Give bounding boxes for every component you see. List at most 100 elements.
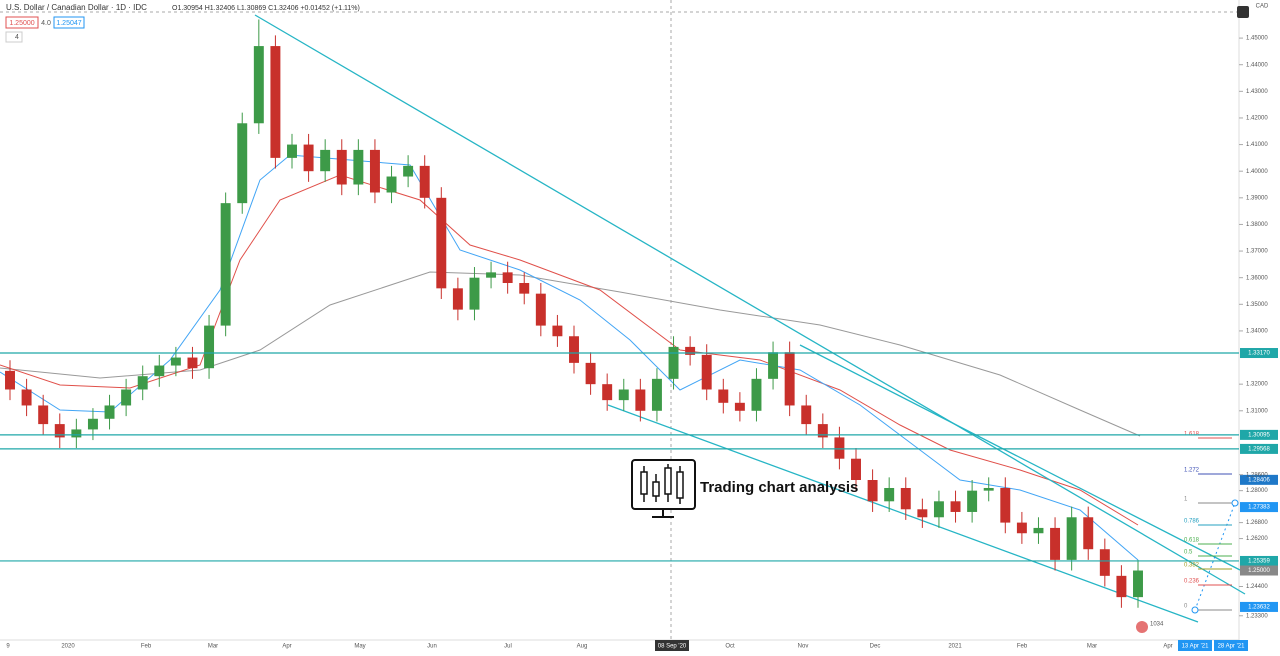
sell-price[interactable]: 1.25000 (9, 20, 34, 27)
candle-body (884, 487, 895, 502)
candle-body (734, 402, 745, 411)
buy-price[interactable]: 1.25047 (56, 20, 81, 27)
date-marker-tag (1178, 640, 1212, 651)
y-tick-label: 1.23300 (1246, 613, 1268, 619)
candle-body (867, 480, 878, 502)
price-tag (1240, 601, 1278, 612)
candle-body (353, 149, 364, 185)
trend-line (607, 404, 1199, 623)
y-tick-label: 1.28000 (1246, 488, 1268, 494)
candle-body (900, 487, 911, 510)
y-tick-label: 1.37000 (1246, 249, 1268, 255)
candle-body (187, 357, 198, 369)
candle-body (287, 144, 297, 158)
price-tag (1240, 565, 1278, 576)
candle-body (154, 365, 165, 377)
candle-body (950, 501, 961, 512)
buy-button[interactable] (53, 16, 85, 29)
candle-body (1016, 522, 1027, 534)
candle-body (1050, 527, 1061, 560)
settings-icon[interactable] (1237, 6, 1249, 18)
price-tag-label: 1.25000 (1248, 568, 1270, 574)
candle-body (917, 509, 928, 518)
price-tags: 1.33170 1.30095 1.29568 1.28406 1.27383 1.253… (0, 348, 1278, 612)
crosshair-date: 08 Sep '20 (658, 644, 687, 650)
indicators-toggle[interactable] (5, 31, 23, 43)
candle-body (21, 389, 32, 406)
fib-handle (1231, 499, 1239, 507)
fib-label: 0.618 (1184, 538, 1200, 544)
candle-body (253, 46, 264, 124)
candle-body (751, 378, 762, 411)
price-tag (1240, 429, 1278, 440)
candle-body (121, 389, 132, 406)
candle-body (87, 418, 98, 430)
x-tick-label: Jul (504, 644, 512, 650)
event-icon[interactable] (1136, 621, 1148, 633)
x-tick-label: Feb (1017, 644, 1028, 650)
candle-body (983, 487, 994, 491)
candle-body (336, 149, 347, 185)
fib-label: 1 (1184, 497, 1188, 503)
fib-label: 1.272 (1184, 468, 1200, 474)
currency: CAD (1256, 4, 1269, 10)
candle-body (137, 376, 148, 390)
date-marker-tag (1214, 640, 1248, 651)
sell-button[interactable] (5, 16, 39, 29)
candle-body (419, 165, 430, 198)
x-tick-label: Oct (725, 644, 735, 650)
candle-body (1033, 527, 1044, 534)
x-tick-label: Aug (577, 644, 588, 650)
candle-body (486, 272, 497, 278)
indicators-count[interactable]: 4 (15, 34, 19, 41)
y-tick-label: 1.44000 (1246, 62, 1268, 68)
candle-body (38, 405, 49, 425)
x-tick-label: 2021 (948, 644, 962, 650)
event-count[interactable]: 1034 (1150, 622, 1164, 628)
x-tick-label: Mar (1087, 644, 1097, 650)
candle-body (237, 123, 248, 204)
candle-body (170, 357, 181, 366)
candle-body (668, 346, 679, 379)
candle-body (1116, 575, 1127, 598)
candle-body (784, 352, 795, 406)
candle-body (1066, 517, 1077, 560)
candle-body (933, 501, 944, 518)
candle-body (851, 458, 861, 481)
candle-body (436, 197, 447, 289)
candle-body (685, 346, 696, 355)
price-tag-label: 1.25359 (1248, 559, 1270, 565)
crosshair-date-tag (655, 640, 689, 651)
candle-body (71, 429, 82, 438)
fib-handle (1191, 606, 1199, 614)
candle-body (651, 378, 662, 411)
fib-label: 0.5 (1184, 550, 1193, 556)
ma-50 (0, 174, 1139, 526)
candle-body (1000, 487, 1011, 523)
candle-body (220, 203, 231, 326)
candle-body (585, 362, 596, 385)
price-tag-label: 1.27383 (1248, 505, 1270, 511)
x-tick-label: Jun (427, 644, 437, 650)
x-tick-label: May (354, 644, 365, 650)
y-tick-label: 1.39000 (1246, 195, 1268, 201)
x-tick-label: Nov (798, 644, 809, 650)
y-tick-label: 1.35000 (1246, 302, 1268, 308)
candle-body (535, 293, 546, 326)
price-tag (1240, 555, 1278, 566)
y-tick-label: 1.43000 (1246, 89, 1268, 95)
y-tick-label: 1.32000 (1246, 382, 1268, 388)
candles (5, 19, 1143, 608)
candle-body (369, 149, 380, 193)
y-tick-label: 1.40000 (1246, 169, 1268, 175)
candle-body (204, 325, 215, 369)
ma-20 (0, 154, 1139, 561)
candle-body (502, 272, 513, 284)
candle-body (618, 389, 629, 401)
price-tag-label: 1.30095 (1248, 432, 1270, 438)
candle-body (1083, 517, 1094, 550)
x-tick-label: Dec (870, 644, 881, 650)
candle-body (768, 352, 779, 379)
y-tick-label: 1.24400 (1246, 584, 1268, 590)
